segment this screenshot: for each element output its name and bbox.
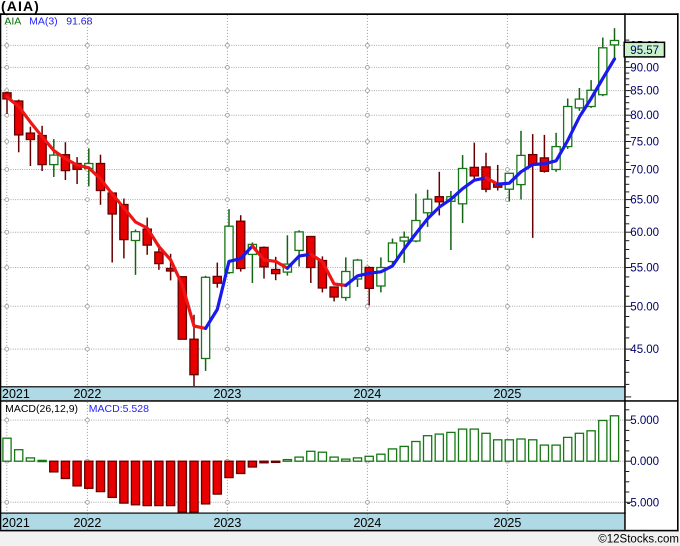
svg-text:©12Stocks.com: ©12Stocks.com [598, 534, 679, 546]
svg-text:90.00: 90.00 [630, 62, 659, 74]
svg-text:45.00: 45.00 [630, 344, 659, 356]
svg-text:2022: 2022 [73, 516, 101, 530]
svg-text:65.00: 65.00 [630, 195, 659, 207]
svg-text:2021: 2021 [2, 387, 30, 401]
svg-text:MACD(26,12,9): MACD(26,12,9) [5, 403, 78, 415]
svg-text:MA(3): MA(3) [29, 16, 58, 28]
svg-text:2023: 2023 [213, 387, 241, 401]
svg-text:2022: 2022 [73, 387, 101, 401]
svg-text:75.00: 75.00 [630, 137, 659, 149]
svg-text:2025: 2025 [493, 387, 521, 401]
svg-text:80.00: 80.00 [630, 110, 659, 122]
svg-text:-5.000: -5.000 [627, 497, 660, 509]
svg-text:0.000: 0.000 [630, 456, 659, 468]
svg-text:91.68: 91.68 [66, 16, 92, 28]
svg-text:95.57: 95.57 [630, 45, 659, 57]
svg-text:70.00: 70.00 [630, 165, 659, 177]
svg-text:50.00: 50.00 [630, 301, 659, 313]
svg-text:5.000: 5.000 [630, 415, 659, 427]
svg-text:AIA: AIA [4, 16, 21, 28]
svg-text:60.00: 60.00 [630, 227, 659, 239]
svg-text:2024: 2024 [353, 387, 381, 401]
svg-text:2023: 2023 [213, 516, 241, 530]
svg-text:(AIA): (AIA) [1, 0, 40, 14]
svg-text:MACD:5.528: MACD:5.528 [89, 403, 149, 415]
svg-text:2021: 2021 [2, 516, 30, 530]
svg-text:2025: 2025 [493, 516, 521, 530]
svg-text:55.00: 55.00 [630, 263, 659, 275]
svg-text:2024: 2024 [353, 516, 381, 530]
svg-text:85.00: 85.00 [630, 86, 659, 98]
